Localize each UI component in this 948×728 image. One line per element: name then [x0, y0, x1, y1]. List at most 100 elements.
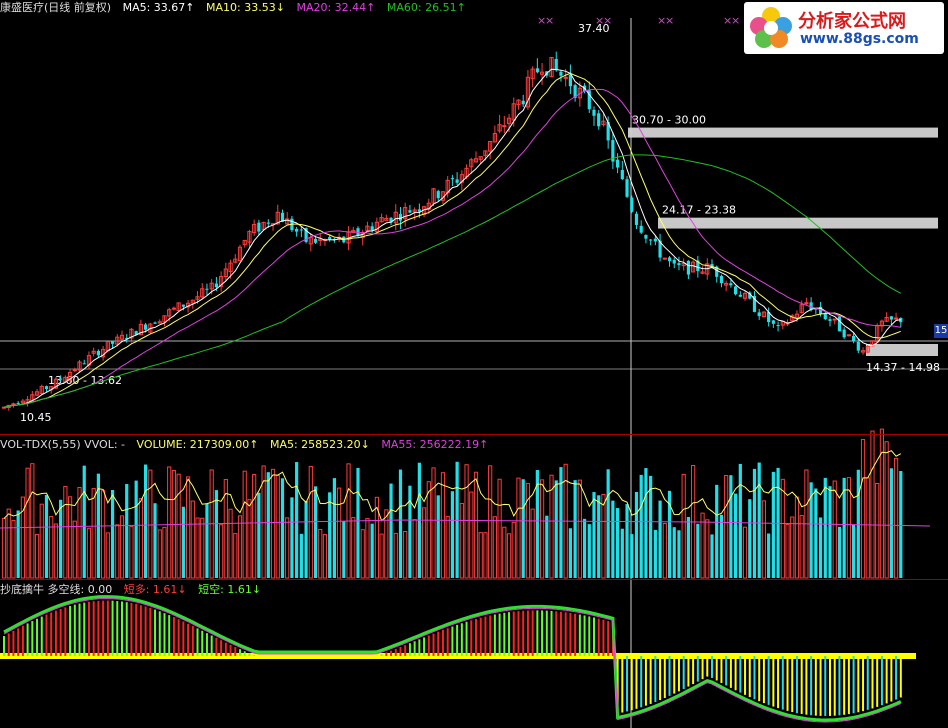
volume-bar-down: [852, 524, 856, 578]
volume-bar-up: [879, 428, 885, 579]
indicator-info-bar: 抄底擒牛 多空线: 0.00 短多: 1.61↓ 短空: 1.61↓: [0, 582, 269, 598]
volume-bar-up: [11, 519, 16, 579]
candle-body-up: [63, 376, 68, 382]
candle-body-down: [828, 319, 832, 321]
candle-body-down: [852, 335, 856, 341]
candle-body-up: [242, 239, 247, 246]
ma10-line: [3, 72, 901, 408]
candle-body-up: [219, 276, 224, 287]
candle-body-down: [257, 222, 261, 232]
bull-bear-line: [3, 595, 902, 722]
candle-body-down: [332, 238, 336, 240]
candle-body-up: [252, 223, 257, 234]
candle-body-down: [181, 304, 185, 307]
ma60-value: MA60: 26.51↑: [386, 1, 466, 14]
candle-body-up: [832, 318, 837, 321]
volume-bar-up: [270, 468, 276, 579]
candle-body-down: [417, 209, 421, 212]
candle-body-up: [563, 76, 568, 79]
candle-body-down: [818, 306, 823, 315]
signal-marker: ×: [603, 14, 612, 27]
candle-body-up: [804, 302, 809, 305]
candle-body-down: [696, 260, 700, 272]
volume-ma55-value: MA55: 256222.19↑: [381, 438, 489, 451]
volume-bar-up: [577, 479, 582, 579]
ma5-value: MA5: 33.67↑: [122, 1, 195, 14]
volume-bar-up: [162, 526, 167, 579]
signal-marker: ×: [595, 14, 604, 27]
candle-body-up: [72, 369, 77, 372]
candle-body-up: [549, 56, 554, 78]
ma60-line: [3, 154, 902, 408]
volume-bar-down: [809, 482, 813, 578]
volume-bar-up: [337, 487, 342, 579]
volume-bar-down: [842, 477, 846, 578]
candle-body-down: [59, 378, 63, 380]
volume-bar-up: [105, 532, 110, 579]
zone-label: 30.70 - 30.00: [632, 114, 706, 127]
candle-body-up: [261, 221, 266, 230]
volume-bar-down: [592, 492, 596, 578]
volume-bar-down: [290, 497, 294, 578]
candle-body-up: [884, 316, 889, 322]
candle-body-down: [450, 178, 454, 180]
volume-bar-up: [167, 466, 172, 579]
volume-bar-up: [511, 521, 516, 579]
candle-body-down: [125, 337, 129, 339]
candle-body-up: [11, 403, 16, 406]
volume-bar-up: [223, 478, 228, 579]
candle-body-up: [157, 321, 162, 324]
volume-bar-up: [525, 483, 531, 579]
volume-bar-down: [181, 506, 185, 578]
candle-body-down: [16, 402, 20, 404]
logo-title: 分析家公式网: [798, 11, 906, 32]
volume-bar-down: [738, 463, 742, 578]
candle-body-up: [794, 313, 800, 319]
volume-bar-up: [228, 508, 233, 579]
candle-body-up: [176, 302, 181, 311]
candle-body-down: [587, 90, 591, 110]
candle-body-up: [138, 323, 143, 336]
volume-indicator-title: VOL-TDX(5,55) VVOL: -: [0, 438, 125, 451]
volume-bar-down: [389, 483, 393, 578]
volume-bar-up: [190, 500, 195, 579]
volume-bar-down: [342, 521, 346, 578]
candle-body-up: [893, 317, 899, 320]
volume-bar-up: [322, 534, 328, 579]
ma20-line: [3, 88, 901, 408]
site-logo[interactable]: 分析家公式网 www.88gs.com: [744, 2, 944, 54]
volume-bar-up: [516, 477, 521, 579]
volume-bar-up: [799, 515, 804, 579]
candle-body-down: [205, 288, 209, 290]
short-long-value: 短多: 1.61↓: [123, 583, 187, 596]
candle-body-up: [488, 141, 493, 152]
volume-bar-up: [488, 465, 493, 579]
volume-bar-up: [86, 527, 92, 579]
volume-bar-down: [710, 534, 714, 578]
volume-bar-down: [667, 490, 672, 578]
candle-body-down: [144, 324, 148, 330]
volume-bar-up: [247, 499, 252, 579]
volume-bar-up: [412, 519, 417, 579]
candle-body-down: [611, 140, 615, 162]
volume-info-bar: VOL-TDX(5,55) VVOL: - VOLUME: 217309.00↑…: [0, 437, 496, 453]
volume-bar-up: [53, 523, 59, 579]
resistance-zone: [628, 127, 938, 138]
volume-bar-up: [700, 512, 705, 579]
candle-body-up: [761, 311, 767, 317]
candle-body-down: [304, 228, 308, 242]
zone-label: 24.17 - 23.38: [662, 204, 736, 217]
candle-body-up: [190, 299, 195, 304]
volume-bar-down: [144, 464, 148, 578]
candle-body-up: [525, 76, 531, 108]
candle-body-up: [162, 315, 167, 323]
volume-bar-down: [767, 533, 771, 578]
volume-bar-up: [549, 474, 554, 579]
volume-ma5-line: [3, 450, 902, 522]
volume-bar-up: [431, 467, 436, 579]
volume-bar-up: [148, 469, 153, 579]
low-price-label: 10.45: [20, 411, 52, 424]
volume-bar-down: [408, 485, 412, 578]
volume-bar-down: [748, 499, 752, 578]
